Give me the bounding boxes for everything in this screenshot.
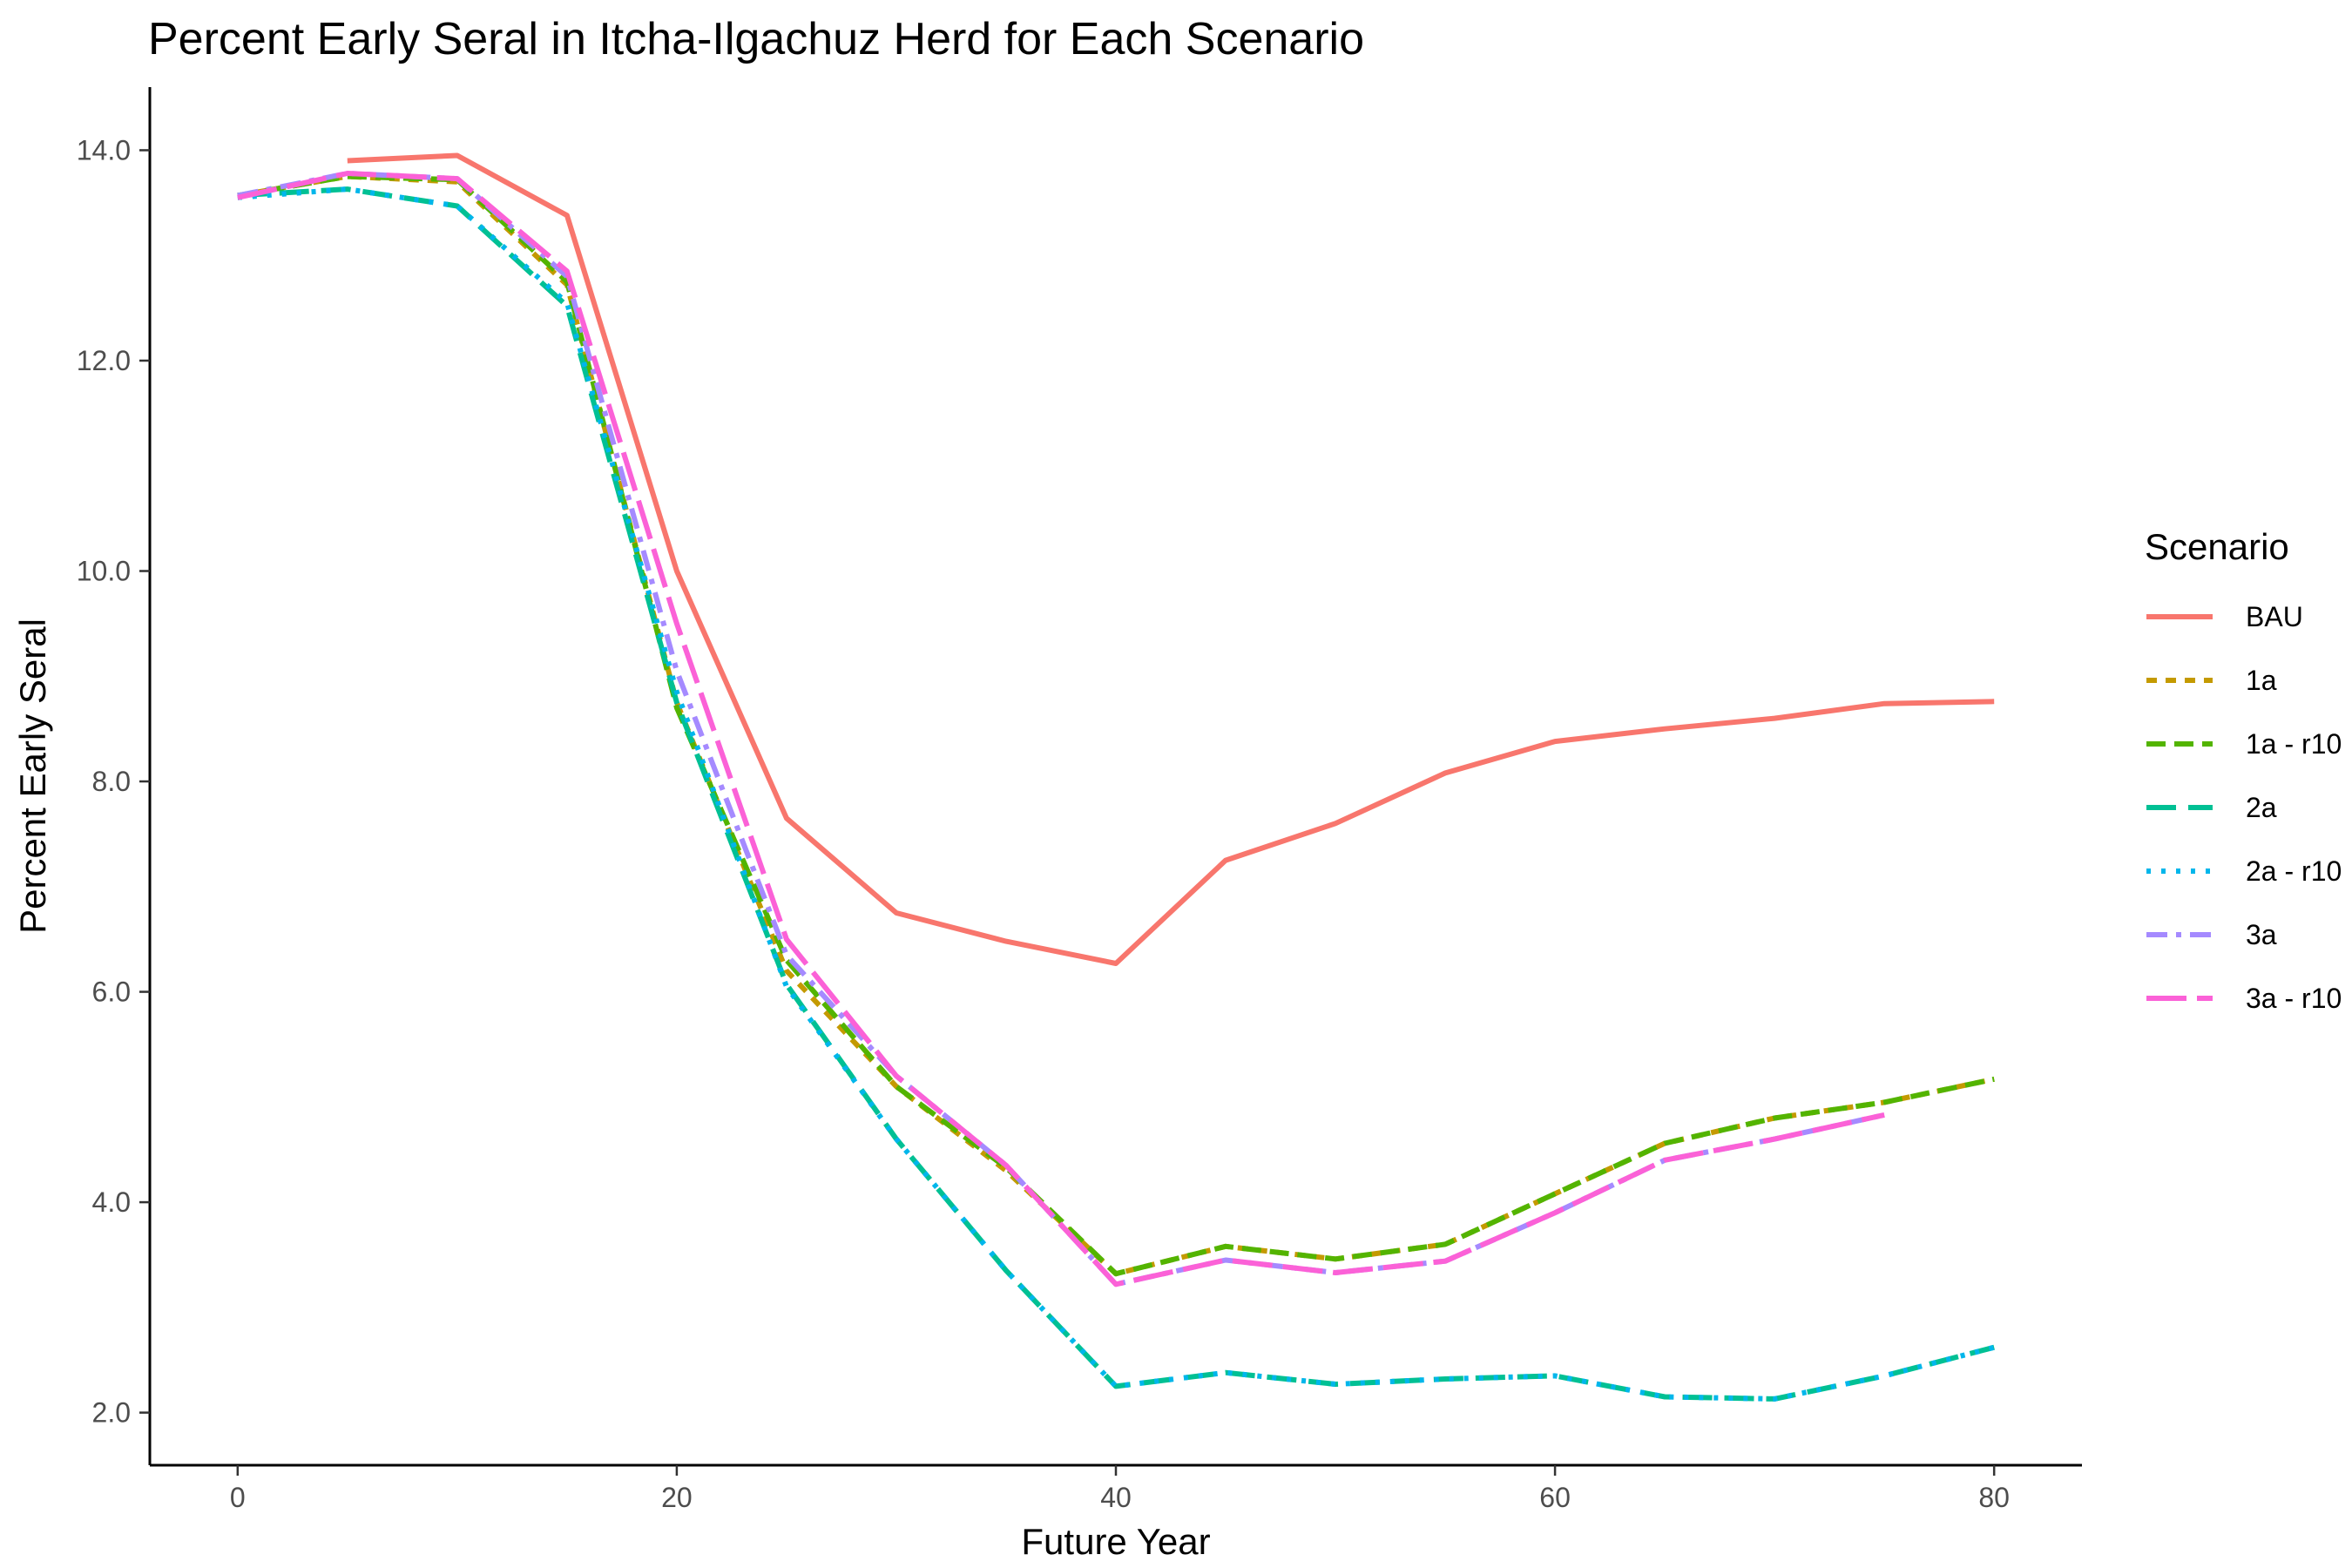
series-line-3a-r10 [237,171,1885,1288]
x-tick-label: 80 [1978,1482,2010,1513]
plot-area [237,152,1995,1402]
legend-label-2a-r10: 2a - r10 [2246,855,2342,887]
legend-label-1a: 1a [2246,665,2277,696]
legend-title: Scenario [2145,526,2289,567]
x-tick-label: 60 [1539,1482,1571,1513]
legend-label-3a: 3a [2246,919,2277,950]
series-line-2a [237,186,1995,1402]
y-tick-label: 10.0 [77,556,131,587]
x-tick-label: 40 [1100,1482,1132,1513]
legend-label-bau: BAU [2246,601,2303,632]
x-tick-label: 20 [661,1482,693,1513]
y-tick-label: 14.0 [77,134,131,166]
legend-label-3a-r10: 3a - r10 [2246,983,2342,1014]
series-line-2a-r10 [237,186,1995,1402]
series-line-1a-r10 [237,173,1995,1277]
axes: 0 20 40 60 80 2.0 4.0 6.0 8.0 10.0 12.0 14.0 [77,87,2082,1513]
chart-title: Percent Early Seral in Itcha-Ilgachuz He… [148,14,1364,64]
y-tick-label: 12.0 [77,345,131,376]
x-axis-title: Future Year [1021,1521,1210,1562]
y-axis-title: Percent Early Seral [12,618,53,934]
y-tick-label: 6.0 [92,977,131,1008]
y-tick-label: 2.0 [92,1397,131,1429]
legend-label-1a-r10: 1a - r10 [2246,728,2342,760]
legend: Scenario BAU 1a 1a - r10 2a 2a - r10 3a 3a - r… [2145,526,2342,1014]
y-tick-label: 8.0 [92,766,131,797]
x-tick-label: 0 [230,1482,246,1513]
legend-label-2a: 2a [2246,792,2277,823]
series-line-3a [237,171,1885,1288]
series-line-bau [347,152,1995,966]
y-tick-label: 4.0 [92,1186,131,1218]
